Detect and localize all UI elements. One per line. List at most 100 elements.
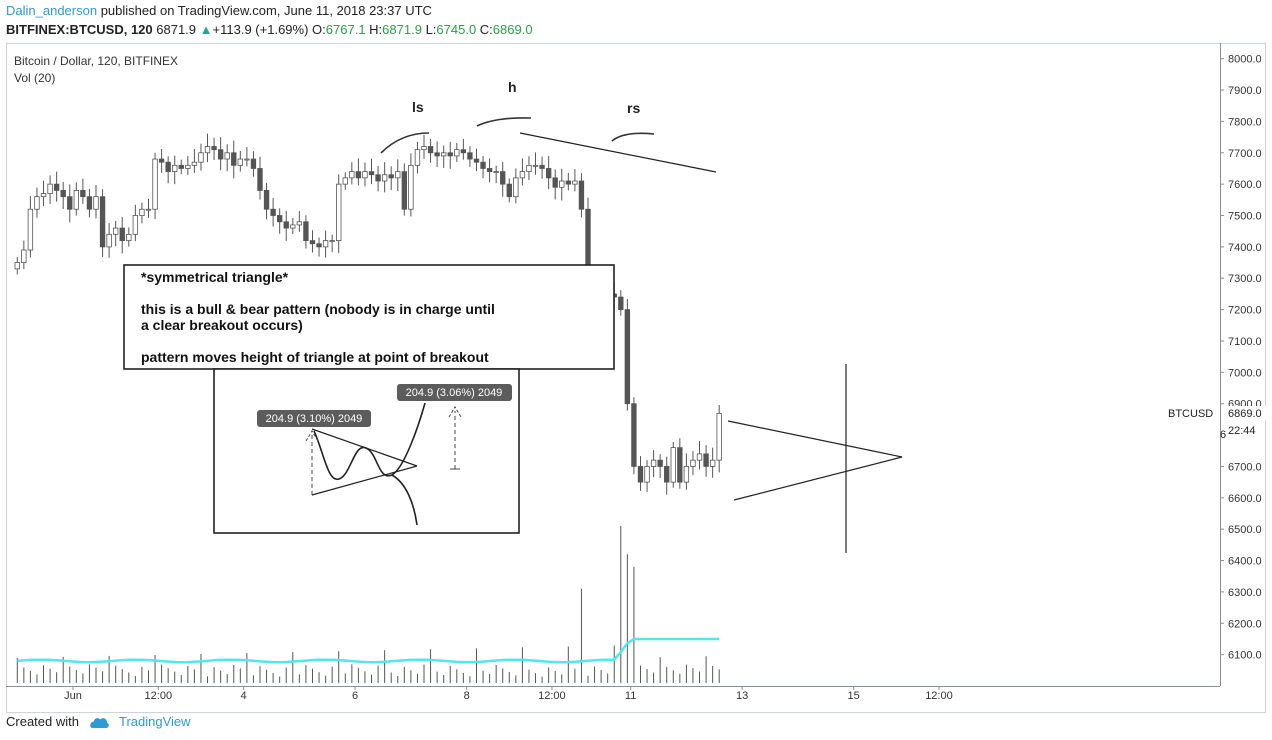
candle [454,149,460,157]
candle [670,447,676,483]
candle [650,459,657,467]
candle [355,171,362,179]
box-line-2: pattern moves height of triangle at poin… [141,349,489,365]
right-shoulder-arc [611,132,655,142]
explanation-box[interactable] [123,264,615,370]
symbol-quote-line: BITFINEX:BTCUSD, 120 6871.9 ▲+113.9 (+1.… [6,22,533,37]
candle [532,164,539,167]
candle [224,152,230,160]
x-tick-label: 15 [848,690,860,702]
candle [539,164,545,169]
candle [375,174,381,182]
measure-right-arrow-icon [448,406,462,418]
candle [559,180,565,188]
candle [86,196,93,210]
candle [473,158,480,163]
y-tick-label: 7500.0 [1228,211,1262,223]
measure-left-text: 204.9 (3.10%) 2049 [266,413,363,425]
price-axis-labels[interactable]: 8000.0 7900.0 7800.0 7700.0 7600.0 7500.0 7400… [1220,54,1262,662]
candle [493,171,499,174]
publish-info: Dalin_anderson published on TradingView.… [6,3,432,18]
neckline-trendline[interactable] [519,132,717,173]
candle [67,196,73,210]
tradingview-link[interactable]: TradingView [118,714,191,729]
x-tick-label: Jun [64,690,82,702]
candle [513,177,519,198]
candle [73,190,80,210]
candle [211,146,217,151]
box-line-1a: this is a bull & bear pattern (nobody is… [141,301,495,317]
candle [106,233,112,248]
price-chart[interactable]: Bitcoin / Dollar, 120, BITFINEX Vol (20)… [6,43,1266,713]
candle [231,152,237,166]
low-value: 6745.0 [436,22,477,37]
close-label: C: [479,22,493,37]
candle [322,240,329,248]
chart-frame[interactable]: Bitcoin / Dollar, 120, BITFINEX Vol (20)… [6,43,1266,713]
candle [624,309,631,405]
candle [27,208,34,251]
author-link[interactable]: Dalin_anderson [6,3,98,18]
triangle-lower-line[interactable] [733,456,903,501]
y-tick-label: 7600.0 [1228,179,1262,191]
candle [677,447,683,483]
candle [99,196,106,248]
x-tick-label: 8 [464,690,470,702]
illustration-box[interactable] [213,368,520,534]
candle [257,168,263,191]
candle [296,221,303,226]
candle [664,466,670,483]
y-tick-label: 6600.0 [1228,493,1262,505]
left-shoulder-arc [380,132,430,154]
left-shoulder-label: ls [412,99,424,115]
candles-group [14,133,722,495]
candle [565,180,571,185]
candle [172,164,178,172]
volume-bars [16,526,720,683]
candle [395,171,401,179]
candle [283,221,289,229]
candle [526,164,532,172]
candle [217,149,224,160]
candle [14,262,20,270]
candle [519,171,526,179]
x-tick-label: 12:00 [925,690,953,702]
candle [572,180,578,185]
candle [204,146,211,154]
candle [552,177,558,188]
chart-border [6,43,1266,713]
volume-indicator-label: Vol (20) [14,71,55,85]
high-label: H: [369,22,383,37]
head-arc [476,117,532,127]
candle [381,174,388,182]
candle [152,158,158,210]
candle [500,171,506,185]
candle [578,180,585,210]
triangle-upper-line[interactable] [727,420,903,458]
candle [683,466,690,483]
x-tick-label: 4 [241,690,247,702]
candle [40,193,47,198]
low-label: L: [425,22,437,37]
candle [545,168,552,179]
y-tick-label: 7800.0 [1228,116,1262,128]
candle [158,158,165,163]
candle [657,459,663,467]
illustration-breakout-up-curve [313,402,426,480]
right-shoulder-label: rs [627,100,640,116]
candle [250,158,257,169]
time-axis-labels[interactable]: Jun 12:00 4 6 8 12:00 11 13 15 12:00 [64,686,953,702]
candle [316,243,322,248]
candle [421,146,427,151]
open-value: 6767.1 [325,22,366,37]
candle [165,161,171,173]
y-tick-label: 7000.0 [1228,367,1262,379]
tradingview-cloud-icon [90,717,109,728]
candle [263,190,270,210]
candle [408,164,414,210]
y-tick-label: 7700.0 [1228,148,1262,160]
y-tick-label: 6500.0 [1228,524,1262,536]
candle [276,215,283,223]
candle [486,168,493,173]
last-price: 6871.9 [156,22,197,37]
